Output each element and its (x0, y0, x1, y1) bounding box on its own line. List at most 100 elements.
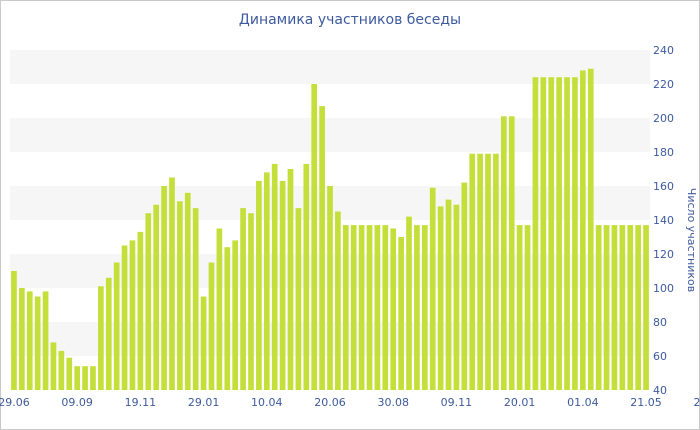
bar[interactable] (643, 225, 649, 390)
bar[interactable] (50, 342, 57, 390)
x-tick-label: 27.05 (694, 396, 700, 409)
bar[interactable] (192, 208, 199, 390)
x-tick-label: 20.06 (314, 396, 346, 409)
bar[interactable] (137, 231, 144, 390)
bars (11, 68, 649, 391)
y-tick-label: 100 (653, 282, 674, 295)
bar[interactable] (129, 240, 136, 390)
bar[interactable] (66, 357, 73, 390)
bar[interactable] (327, 186, 333, 390)
bar[interactable] (603, 225, 610, 390)
bar[interactable] (287, 169, 294, 390)
x-tick-label: 29.01 (188, 396, 220, 409)
bar[interactable] (200, 296, 207, 391)
bar[interactable] (161, 186, 167, 390)
bar[interactable] (311, 84, 318, 390)
bar[interactable] (619, 225, 626, 390)
bar[interactable] (303, 163, 310, 390)
bar[interactable] (556, 77, 562, 390)
chart-title: Динамика участников беседы (238, 12, 462, 28)
bar[interactable] (572, 77, 578, 390)
bar[interactable] (406, 216, 412, 390)
bar[interactable] (26, 291, 33, 390)
bar[interactable] (256, 180, 262, 390)
bar[interactable] (540, 77, 547, 390)
bar[interactable] (224, 247, 231, 390)
bar[interactable] (453, 204, 460, 390)
bar[interactable] (319, 106, 325, 390)
bar[interactable] (374, 225, 381, 390)
bar[interactable] (19, 288, 25, 390)
y-tick-label: 60 (653, 350, 667, 363)
bar[interactable] (445, 199, 452, 390)
bar[interactable] (532, 77, 539, 390)
bar[interactable] (524, 225, 531, 390)
y-axis-ticks: 40 60 80 100 120 140 160 180 200 220 240 (653, 44, 674, 397)
bar[interactable] (485, 153, 491, 390)
bar[interactable] (382, 225, 389, 390)
bar[interactable] (121, 245, 128, 391)
y-tick-label: 120 (653, 248, 674, 261)
bar[interactable] (627, 225, 634, 390)
bar[interactable] (421, 225, 428, 390)
y-axis-label: Число участников (685, 188, 698, 292)
bar[interactable] (493, 153, 499, 390)
bar[interactable] (295, 208, 302, 390)
bar[interactable] (508, 116, 515, 391)
bar[interactable] (145, 213, 152, 390)
bar[interactable] (34, 296, 41, 391)
bar[interactable] (500, 116, 507, 391)
bar[interactable] (414, 225, 420, 390)
bar[interactable] (11, 271, 17, 390)
bar[interactable] (477, 153, 483, 390)
bar[interactable] (82, 366, 88, 390)
bar[interactable] (105, 277, 112, 390)
bar[interactable] (184, 192, 191, 390)
bar[interactable] (398, 237, 404, 390)
y-tick-label: 40 (653, 384, 667, 397)
bar[interactable] (335, 211, 341, 391)
bar[interactable] (279, 180, 286, 390)
bar[interactable] (366, 225, 373, 390)
bar[interactable] (437, 206, 444, 390)
bar[interactable] (564, 77, 570, 390)
x-tick-label: 20.01 (504, 396, 536, 409)
bar[interactable] (469, 153, 476, 390)
bar[interactable] (429, 187, 436, 390)
bar[interactable] (263, 172, 270, 390)
bar[interactable] (169, 177, 175, 391)
bar[interactable] (113, 262, 120, 391)
bar[interactable] (390, 228, 397, 391)
bar[interactable] (248, 213, 254, 390)
bar[interactable] (74, 366, 81, 390)
y-tick-label: 80 (653, 316, 667, 329)
y-tick-label: 240 (653, 44, 674, 57)
bar[interactable] (90, 366, 96, 390)
bar[interactable] (350, 225, 357, 390)
x-tick-label: 09.11 (441, 396, 473, 409)
bar[interactable] (595, 225, 602, 390)
bar[interactable] (635, 225, 641, 390)
x-tick-label: 29.06 (0, 396, 30, 409)
bar[interactable] (587, 68, 594, 390)
bar[interactable] (461, 182, 468, 390)
bar[interactable] (580, 70, 586, 391)
x-axis-ticks: 29.06 09.09 19.11 29.01 10.04 20.06 30.08 09.11… (0, 396, 700, 409)
bar[interactable] (240, 208, 246, 390)
bar[interactable] (358, 225, 365, 390)
bar[interactable] (611, 225, 618, 390)
bar[interactable] (548, 77, 555, 390)
bar[interactable] (342, 225, 349, 390)
bar[interactable] (232, 240, 239, 390)
bar[interactable] (271, 163, 278, 390)
bar[interactable] (516, 225, 523, 390)
bar[interactable] (216, 228, 223, 391)
bar[interactable] (58, 350, 65, 390)
x-tick-label: 01.04 (567, 396, 599, 409)
bar[interactable] (208, 262, 215, 391)
bar[interactable] (177, 201, 183, 390)
bar[interactable] (153, 204, 160, 390)
y-tick-label: 160 (653, 180, 674, 193)
bar[interactable] (42, 291, 49, 390)
bar[interactable] (98, 286, 104, 390)
